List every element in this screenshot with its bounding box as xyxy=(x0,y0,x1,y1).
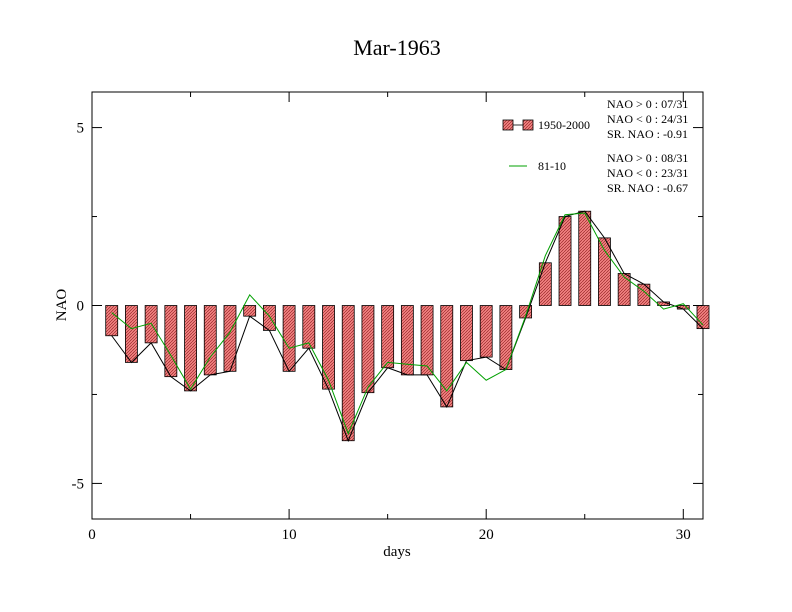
bar-day-12 xyxy=(322,305,335,390)
bar-day-5 xyxy=(184,305,197,392)
legend: 1950-2000 81-10 NAO > 0 : 07/31 NAO < 0 … xyxy=(502,97,688,195)
stat-1950-2000-positive: NAO > 0 : 07/31 xyxy=(607,97,688,111)
bar-day-8 xyxy=(243,305,257,317)
x-tick-label: 20 xyxy=(479,527,494,543)
bar-day-9 xyxy=(262,305,276,331)
legend-swatch-right xyxy=(522,119,534,131)
legend-swatch-left xyxy=(502,119,514,131)
x-tick-label: 0 xyxy=(88,527,96,543)
bar-day-26 xyxy=(598,237,611,306)
bar-day-1 xyxy=(105,305,119,337)
x-axis-label: days xyxy=(383,544,411,560)
y-tick-label: -5 xyxy=(72,476,85,492)
bar-day-10 xyxy=(282,305,296,372)
bar-day-7 xyxy=(223,305,237,372)
bar-day-25 xyxy=(578,210,592,306)
stat-81-10-positive: NAO > 0 : 08/31 xyxy=(607,151,688,165)
ticks-layer: 0 10 20 30 5 0 -5 xyxy=(72,92,703,543)
y-tick-label: 0 xyxy=(77,299,85,315)
stat-81-10-sr: SR. NAO : -0.67 xyxy=(607,181,688,195)
y-tick-label: 5 xyxy=(77,121,85,137)
bar-day-14 xyxy=(361,305,375,394)
lines-layer xyxy=(111,210,704,443)
legend-label-81-10: 81-10 xyxy=(538,159,566,173)
bar-day-17 xyxy=(420,305,434,376)
bars-layer xyxy=(105,210,710,442)
y-axis-label: NAO xyxy=(54,289,70,322)
stat-1950-2000-sr: SR. NAO : -0.91 xyxy=(607,127,688,141)
chart-title: Mar-1963 xyxy=(353,35,441,60)
stat-1950-2000-negative: NAO < 0 : 24/31 xyxy=(607,112,688,126)
bar-day-2 xyxy=(125,305,138,363)
bar-day-24 xyxy=(558,216,572,306)
bar-day-27 xyxy=(617,273,631,306)
bar-day-20 xyxy=(479,305,493,358)
bar-day-4 xyxy=(164,305,178,378)
bar-day-19 xyxy=(460,305,473,362)
series-1950-2000-line xyxy=(111,210,704,443)
series-81-10-line xyxy=(111,212,704,435)
x-tick-label: 10 xyxy=(282,527,297,543)
bar-day-13 xyxy=(341,305,355,442)
legend-label-1950-2000: 1950-2000 xyxy=(538,118,590,132)
x-tick-label: 30 xyxy=(676,527,691,543)
bar-day-11 xyxy=(302,305,316,349)
stat-81-10-negative: NAO < 0 : 23/31 xyxy=(607,166,688,180)
bar-day-15 xyxy=(381,305,395,369)
